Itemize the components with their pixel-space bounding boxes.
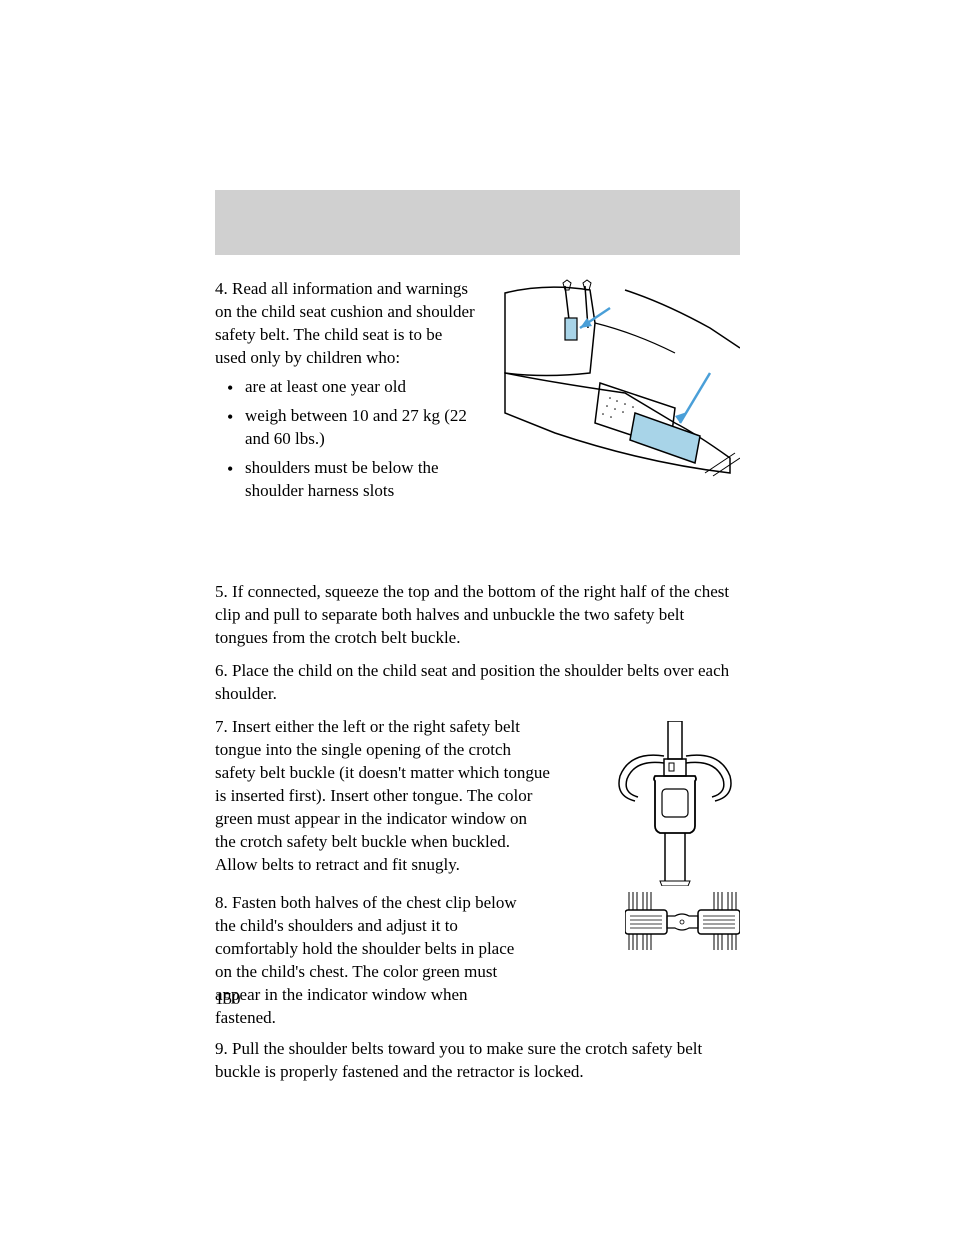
step-4-bullets: are at least one year old weigh between … bbox=[215, 376, 475, 503]
bullet-item: weigh between 10 and 27 kg (22 and 60 lb… bbox=[227, 405, 475, 451]
step-8-block: 8. Fasten both halves of the chest clip … bbox=[215, 892, 740, 1036]
step-4-block: 4. Read all information and warnings on … bbox=[215, 278, 740, 508]
step-6-text: 6. Place the child on the child seat and… bbox=[215, 660, 740, 706]
chest-clip-diagram-icon bbox=[625, 892, 740, 952]
step-9-text: 9. Pull the shoulder belts toward you to… bbox=[215, 1038, 740, 1084]
page-content: 4. Read all information and warnings on … bbox=[215, 278, 740, 1094]
step-5-text: 5. If connected, squeeze the top and the… bbox=[215, 581, 740, 650]
child-seat-diagram-icon bbox=[495, 278, 740, 478]
step-7-text: 7. Insert either the left or the right s… bbox=[215, 716, 550, 877]
buckle-diagram-icon bbox=[610, 721, 740, 886]
step-8-text: 8. Fasten both halves of the chest clip … bbox=[215, 892, 525, 1030]
bullet-item: are at least one year old bbox=[227, 376, 475, 399]
header-band bbox=[215, 190, 740, 255]
step-7-block: 7. Insert either the left or the right s… bbox=[215, 716, 740, 886]
step-4-text: 4. Read all information and warnings on … bbox=[215, 278, 475, 370]
page-number: 150 bbox=[215, 988, 241, 1011]
bullet-item: shoulders must be below the shoulder har… bbox=[227, 457, 475, 503]
